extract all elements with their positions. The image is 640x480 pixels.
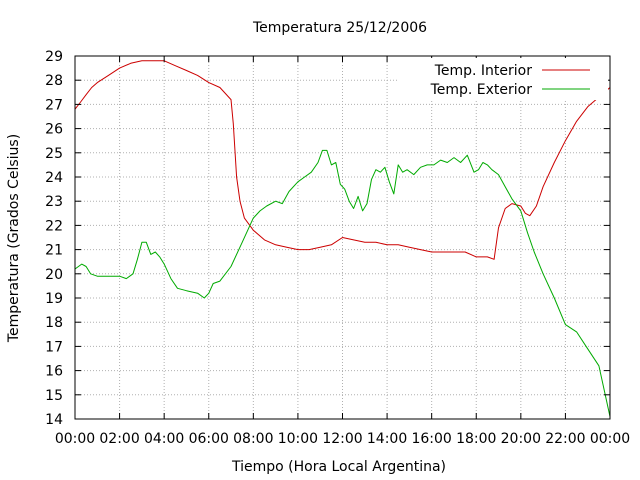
y-tick-label: 24 bbox=[45, 170, 63, 186]
y-axis-label: Temperatura (Grados Celsius) bbox=[6, 134, 22, 343]
x-tick-label: 12:00 bbox=[322, 431, 362, 447]
x-tick-label: 00:00 bbox=[590, 431, 630, 447]
y-tick-label: 15 bbox=[45, 388, 63, 404]
ticks bbox=[74, 55, 611, 420]
y-tick-label: 18 bbox=[45, 315, 63, 331]
grid bbox=[75, 56, 610, 419]
x-tick-label: 10:00 bbox=[278, 431, 318, 447]
x-tick-labels: 00:00 02:00 04:00 06:00 08:00 10:00 12:00 14:00… bbox=[55, 431, 630, 447]
y-tick-label: 22 bbox=[45, 218, 63, 234]
y-tick-labels: 14 15 16 17 18 19 20 21 22 23 24 25 26 27 28 29 bbox=[45, 49, 63, 428]
y-tick-label: 27 bbox=[45, 97, 63, 113]
y-tick-label: 26 bbox=[45, 122, 63, 138]
x-tick-label: 16:00 bbox=[411, 431, 451, 447]
chart-title: Temperatura 25/12/2006 bbox=[252, 20, 427, 36]
x-tick-label: 06:00 bbox=[189, 431, 229, 447]
x-tick-label: 08:00 bbox=[233, 431, 273, 447]
series-line-interior bbox=[74, 60, 611, 260]
y-tick-label: 16 bbox=[45, 364, 63, 380]
x-tick-label: 18:00 bbox=[456, 431, 496, 447]
x-tick-label: 22:00 bbox=[545, 431, 585, 447]
x-tick-label: 14:00 bbox=[367, 431, 407, 447]
y-tick-label: 28 bbox=[45, 73, 63, 89]
x-tick-label: 20:00 bbox=[501, 431, 541, 447]
y-tick-label: 25 bbox=[45, 146, 63, 162]
x-tick-label: 02:00 bbox=[99, 431, 139, 447]
y-tick-label: 20 bbox=[45, 267, 63, 283]
y-tick-label: 19 bbox=[45, 291, 63, 307]
y-tick-label: 23 bbox=[45, 194, 63, 210]
y-tick-label: 29 bbox=[45, 49, 63, 65]
x-tick-label: 04:00 bbox=[144, 431, 184, 447]
y-tick-label: 17 bbox=[45, 339, 63, 355]
legend-label-exterior: Temp. Exterior bbox=[430, 82, 533, 98]
x-tick-label: 00:00 bbox=[55, 431, 95, 447]
y-tick-label: 14 bbox=[45, 412, 63, 428]
series-line-exterior bbox=[74, 149, 611, 417]
series-group bbox=[74, 60, 611, 417]
legend-label-interior: Temp. Interior bbox=[434, 63, 533, 79]
x-axis-label: Tiempo (Hora Local Argentina) bbox=[231, 459, 446, 475]
legend: Temp. Interior Temp. Exterior bbox=[398, 58, 608, 100]
y-tick-label: 21 bbox=[45, 243, 63, 259]
legend-background bbox=[398, 58, 608, 100]
